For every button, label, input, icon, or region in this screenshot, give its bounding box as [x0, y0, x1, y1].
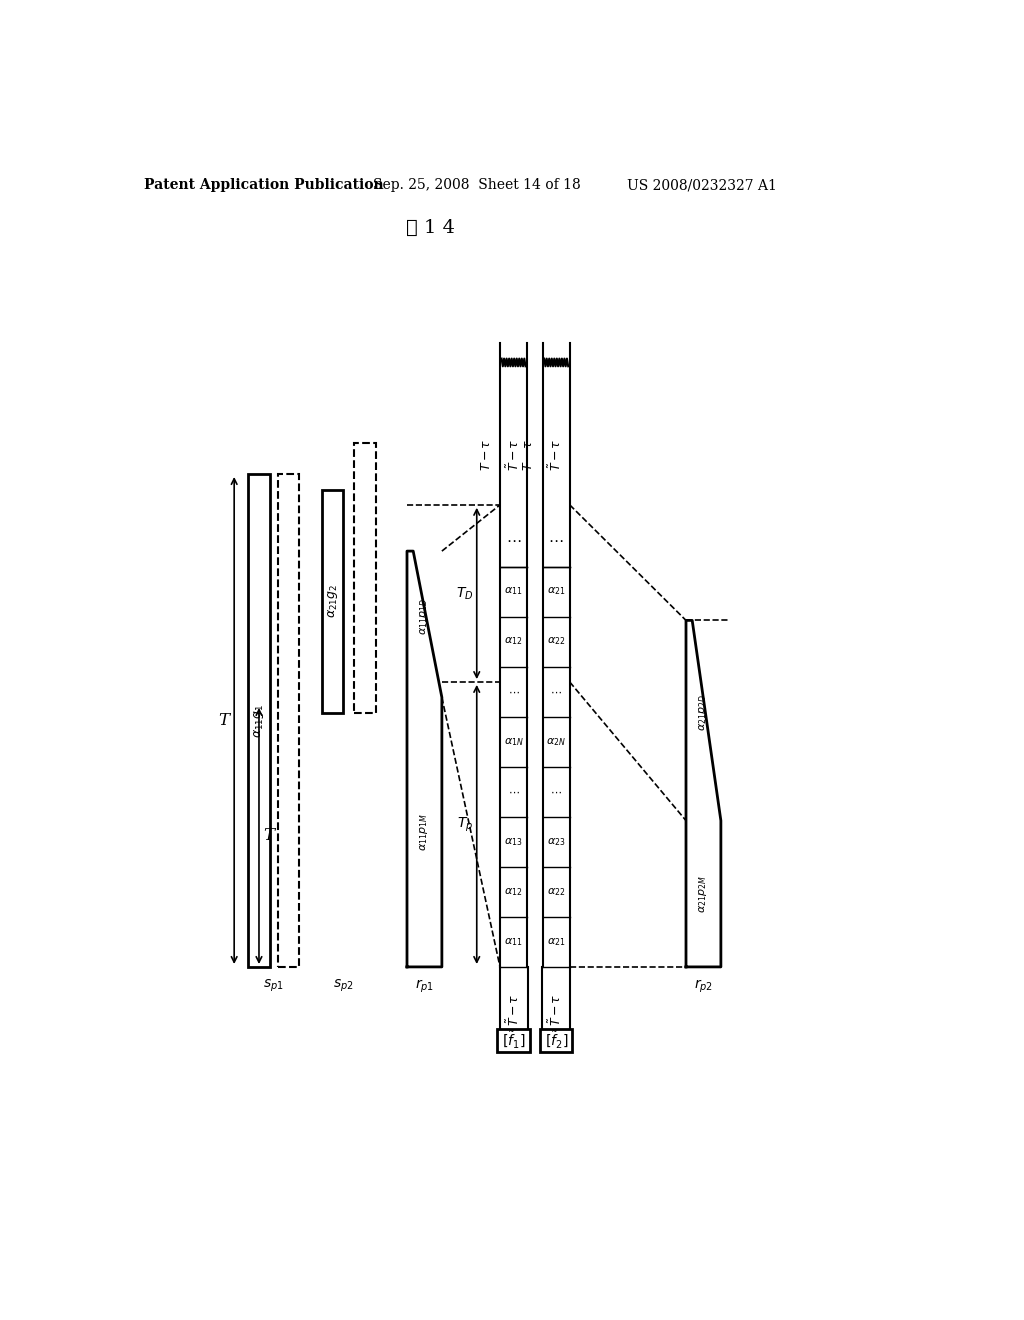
- Text: $T-\tau$: $T-\tau$: [479, 438, 493, 471]
- Bar: [354, 444, 376, 713]
- Text: $\cdots$: $\cdots$: [506, 532, 521, 546]
- Text: $s_{p1}$: $s_{p1}$: [263, 978, 284, 994]
- Text: $\cdots$: $\cdots$: [508, 787, 519, 797]
- Text: $T-\tau$: $T-\tau$: [522, 438, 536, 471]
- Bar: [248, 474, 270, 966]
- Text: $\tilde{T}-\tau$: $\tilde{T}-\tau$: [548, 438, 564, 471]
- Text: $\tilde{T}-\tau$: $\tilde{T}-\tau$: [548, 993, 564, 1026]
- Text: 図 1 4: 図 1 4: [406, 219, 455, 236]
- Text: $\alpha_{11}$: $\alpha_{11}$: [504, 586, 523, 598]
- Text: $\cdots$: $\cdots$: [550, 686, 562, 697]
- Text: $\alpha_{22}$: $\alpha_{22}$: [547, 886, 565, 898]
- Text: $r_{p1}$: $r_{p1}$: [415, 978, 434, 995]
- Bar: [322, 490, 343, 713]
- Text: $T_D$: $T_D$: [457, 585, 474, 602]
- Text: T: T: [218, 711, 229, 729]
- Text: $r_{p2}$: $r_{p2}$: [694, 978, 713, 995]
- Text: $\cdots$: $\cdots$: [550, 787, 562, 797]
- Text: $\alpha_{23}$: $\alpha_{23}$: [547, 836, 565, 847]
- Bar: [540, 1028, 572, 1052]
- Text: $\alpha_{11}p_{1M}$: $\alpha_{11}p_{1M}$: [419, 813, 430, 851]
- Text: $\alpha_{1N}$: $\alpha_{1N}$: [504, 735, 523, 747]
- Text: $\alpha_{22}$: $\alpha_{22}$: [547, 636, 565, 648]
- Text: $\alpha_{11}p_{1D}$: $\alpha_{11}p_{1D}$: [419, 598, 430, 635]
- Text: $\alpha_{21}$: $\alpha_{21}$: [547, 936, 565, 948]
- Bar: [278, 474, 299, 966]
- Text: $\alpha_{11}g_1$: $\alpha_{11}g_1$: [252, 704, 266, 738]
- Text: $\alpha_{13}$: $\alpha_{13}$: [504, 836, 523, 847]
- Text: $\alpha_{21}p_{2D}$: $\alpha_{21}p_{2D}$: [697, 694, 710, 731]
- Text: $\alpha_{21}$: $\alpha_{21}$: [547, 586, 565, 598]
- Text: $\tilde{T}-\tau$: $\tilde{T}-\tau$: [506, 993, 522, 1026]
- Text: T: T: [263, 828, 274, 845]
- Text: $\cdots$: $\cdots$: [549, 532, 564, 546]
- Polygon shape: [686, 620, 721, 966]
- Text: Sep. 25, 2008  Sheet 14 of 18: Sep. 25, 2008 Sheet 14 of 18: [373, 178, 581, 193]
- Text: $\tilde{T}-\tau$: $\tilde{T}-\tau$: [506, 438, 522, 471]
- Text: Patent Application Publication: Patent Application Publication: [143, 178, 383, 193]
- Text: $\alpha_{11}$: $\alpha_{11}$: [504, 936, 523, 948]
- Text: $\alpha_{21}g_2$: $\alpha_{21}g_2$: [326, 583, 340, 618]
- Text: US 2008/0232327 A1: US 2008/0232327 A1: [627, 178, 776, 193]
- Text: $\alpha_{12}$: $\alpha_{12}$: [505, 886, 523, 898]
- Text: $[\tilde{f}_2]$: $[\tilde{f}_2]$: [545, 1030, 568, 1051]
- Text: $T_p$: $T_p$: [457, 816, 473, 834]
- Text: $[\tilde{f}_1]$: $[\tilde{f}_1]$: [502, 1030, 525, 1051]
- Text: $s_{p2}$: $s_{p2}$: [333, 978, 353, 994]
- Bar: [498, 1028, 529, 1052]
- Polygon shape: [407, 552, 442, 966]
- Text: $\cdots$: $\cdots$: [508, 686, 519, 697]
- Text: $\alpha_{2N}$: $\alpha_{2N}$: [546, 735, 566, 747]
- Text: $\alpha_{12}$: $\alpha_{12}$: [505, 636, 523, 648]
- Text: $\alpha_{21}p_{2M}$: $\alpha_{21}p_{2M}$: [697, 875, 710, 912]
